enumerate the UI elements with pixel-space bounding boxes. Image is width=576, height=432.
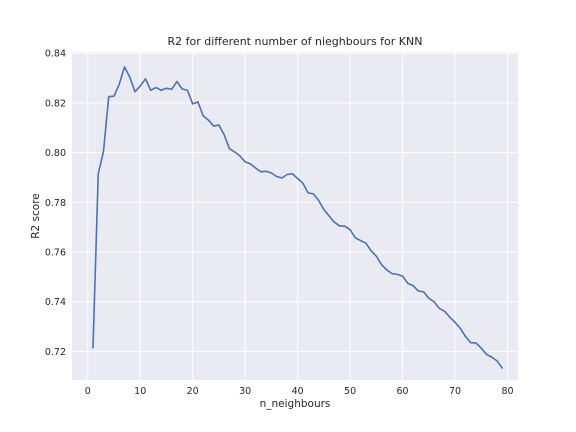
y-tick-labels: 0.72 0.74 0.76 0.78 0.80 0.82 0.84 [45, 49, 66, 358]
y-tick-label: 0.76 [45, 248, 66, 259]
y-tick-label: 0.82 [45, 98, 66, 109]
series-line [92, 66, 504, 369]
x-tick-label: 70 [449, 386, 461, 397]
x-tick-label: 10 [134, 386, 146, 397]
y-tick-label: 0.84 [45, 49, 66, 60]
chart-title: R2 for different number of nieghbours fo… [168, 35, 423, 48]
x-axis-label: n_neighbours [260, 398, 331, 410]
series-layer [92, 66, 504, 369]
x-tick-labels: 0 10 20 30 40 50 60 70 80 [85, 386, 514, 397]
y-tick-label: 0.72 [45, 347, 66, 358]
x-tick-label: 30 [239, 386, 251, 397]
y-tick-label: 0.78 [45, 198, 66, 209]
x-tick-label: 80 [501, 386, 513, 397]
x-tick-label: 0 [85, 386, 91, 397]
y-tick-label: 0.80 [45, 148, 66, 159]
y-axis-label: R2 score [30, 193, 42, 239]
x-tick-label: 20 [187, 386, 199, 397]
grid-lines [72, 52, 518, 380]
x-tick-label: 50 [344, 386, 356, 397]
y-tick-label: 0.74 [45, 297, 66, 308]
x-tick-label: 40 [292, 386, 304, 397]
plot-area-background [72, 52, 518, 380]
x-tick-label: 60 [397, 386, 409, 397]
